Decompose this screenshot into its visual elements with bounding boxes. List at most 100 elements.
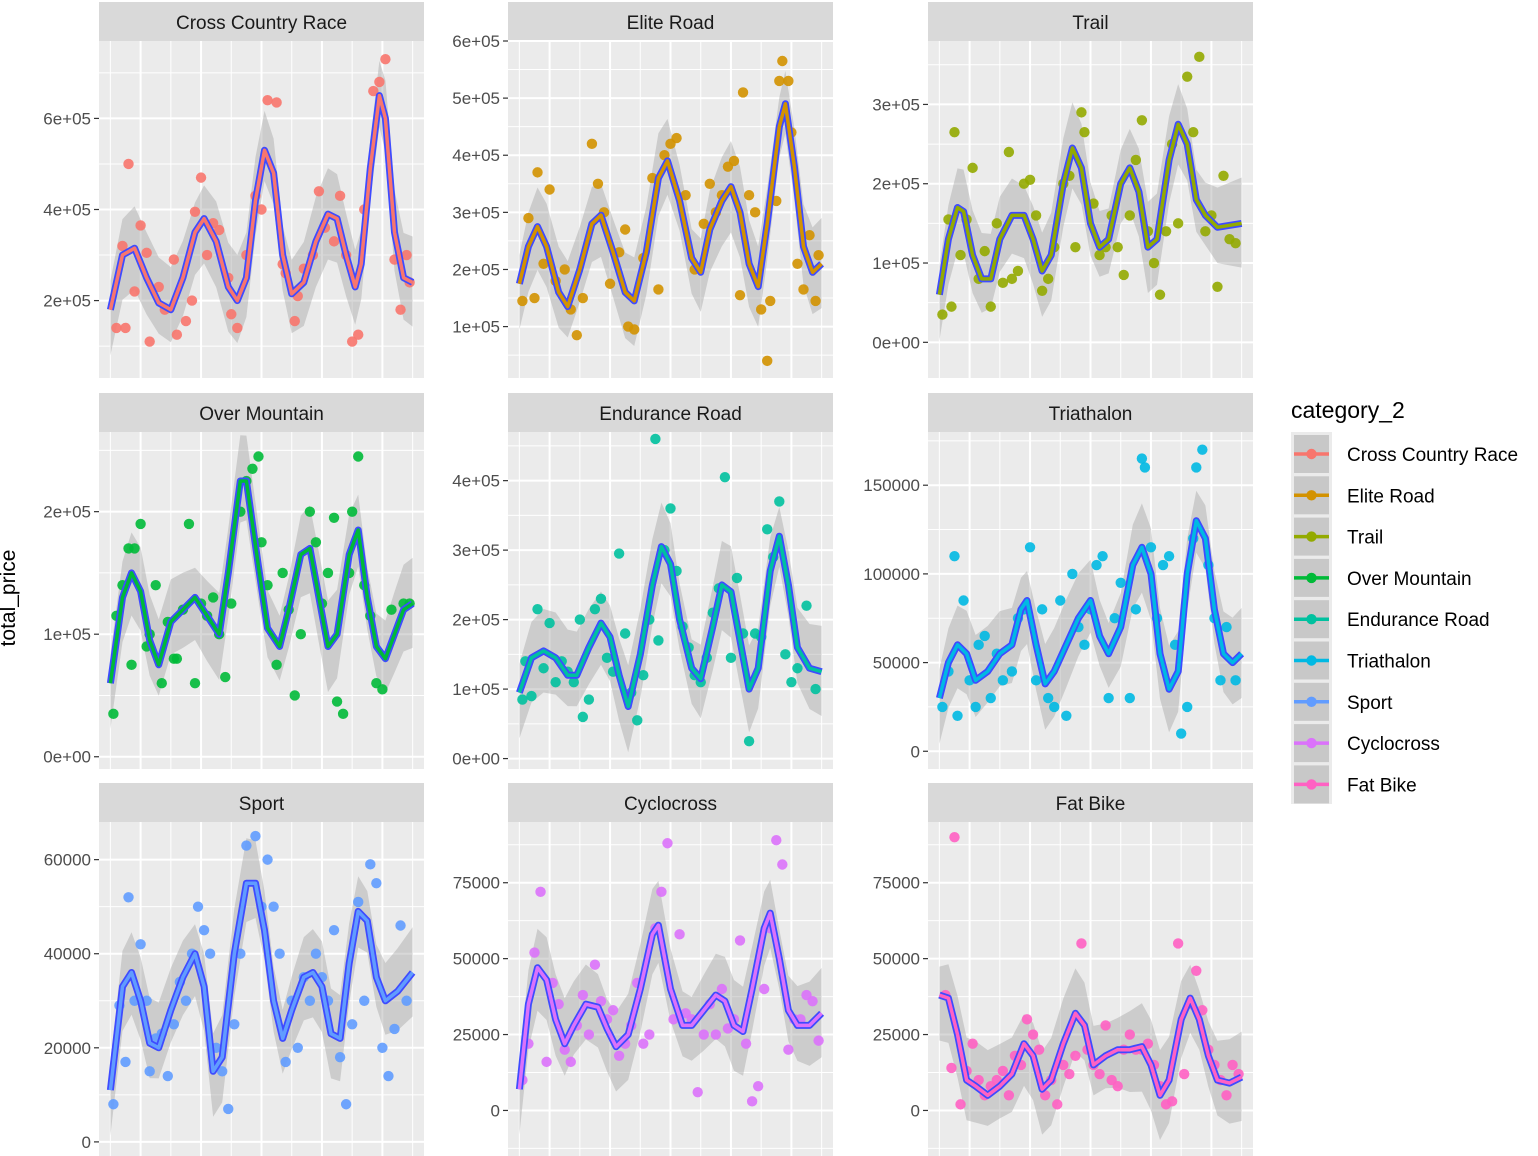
data-point bbox=[1112, 241, 1123, 253]
data-point bbox=[613, 548, 625, 559]
data-point bbox=[401, 249, 412, 261]
data-point bbox=[1145, 542, 1157, 553]
facet-cyclocross: Cyclocross 0 25000 50000 75000 bbox=[453, 783, 833, 1156]
data-point bbox=[1230, 238, 1241, 249]
data-point bbox=[577, 292, 589, 304]
data-point bbox=[777, 55, 788, 67]
facet-strip bbox=[99, 2, 424, 41]
grid-lines bbox=[928, 822, 1253, 1156]
data-point bbox=[979, 630, 990, 642]
legend-item-triathalon: Triathalon bbox=[1294, 641, 1431, 680]
data-point bbox=[1112, 1080, 1123, 1092]
data-point bbox=[1042, 692, 1054, 704]
data-point bbox=[774, 496, 785, 507]
data-point bbox=[1230, 675, 1241, 686]
facet-cross-country-race: Cross Country Race 2e+05 4e+05 6e+05 bbox=[43, 2, 424, 378]
data-point bbox=[180, 995, 192, 1006]
data-point bbox=[1172, 218, 1184, 229]
data-point bbox=[241, 840, 252, 851]
data-point bbox=[807, 995, 818, 1007]
facet-fat-bike: Fat Bike 0 25000 50000 75000 bbox=[873, 783, 1253, 1156]
data-point bbox=[762, 355, 773, 367]
data-point bbox=[1227, 1059, 1238, 1071]
data-point bbox=[383, 1070, 394, 1082]
data-point bbox=[629, 324, 640, 335]
data-point bbox=[1136, 115, 1148, 126]
facet-strip-label: Trail bbox=[1072, 13, 1108, 34]
data-point bbox=[108, 1099, 119, 1110]
data-point bbox=[949, 126, 960, 138]
data-point bbox=[765, 295, 776, 307]
data-point bbox=[1070, 1050, 1081, 1062]
data-point bbox=[638, 669, 649, 681]
legend-item-trail: Trail bbox=[1294, 517, 1383, 556]
data-point bbox=[680, 190, 691, 201]
legend-item-label: Elite Road bbox=[1347, 486, 1435, 507]
data-point bbox=[1124, 210, 1135, 221]
series-smooth-line bbox=[517, 102, 823, 309]
facet-elite-road: Elite Road 1e+05 2e+05 3e+05 4e+05 5e+05 6e+05 bbox=[452, 2, 833, 378]
data-point bbox=[247, 463, 258, 474]
data-point bbox=[804, 230, 815, 241]
legend-key-point bbox=[1306, 490, 1317, 501]
facet-strip bbox=[508, 2, 833, 41]
y-tick-label: 2e+05 bbox=[43, 503, 91, 522]
y-tick-label: 1e+05 bbox=[452, 318, 500, 337]
data-point bbox=[541, 1056, 552, 1068]
data-point bbox=[813, 249, 824, 261]
data-point bbox=[656, 886, 667, 898]
data-point bbox=[949, 550, 960, 562]
data-point bbox=[716, 983, 728, 995]
data-point bbox=[1215, 675, 1226, 686]
data-point bbox=[583, 1029, 595, 1040]
data-point bbox=[792, 663, 803, 674]
data-point bbox=[704, 178, 715, 189]
legend: category_2 Cross Country Race Elite Road T… bbox=[1291, 397, 1518, 804]
data-point bbox=[1166, 1096, 1178, 1107]
data-point bbox=[665, 503, 676, 514]
legend-item-label: Cyclocross bbox=[1347, 734, 1440, 755]
data-point bbox=[226, 309, 237, 320]
data-point bbox=[810, 683, 821, 695]
y-tick-label: 25000 bbox=[873, 1026, 920, 1045]
data-point bbox=[395, 304, 406, 315]
data-point bbox=[946, 301, 957, 312]
legend-key-point bbox=[1306, 696, 1317, 707]
data-point bbox=[698, 1029, 709, 1040]
data-point bbox=[783, 75, 794, 87]
data-point bbox=[937, 701, 948, 713]
data-point bbox=[1136, 453, 1148, 464]
data-point bbox=[607, 1005, 619, 1016]
data-point bbox=[1003, 146, 1015, 158]
data-point bbox=[777, 859, 788, 870]
legend-items: Cross Country Race Elite Road Trail Over Mo… bbox=[1294, 435, 1518, 804]
data-point bbox=[310, 948, 322, 959]
data-point bbox=[401, 995, 412, 1006]
data-point bbox=[250, 830, 261, 842]
data-point bbox=[589, 603, 601, 615]
data-point bbox=[1076, 938, 1087, 949]
data-point bbox=[353, 896, 364, 908]
data-point bbox=[638, 1038, 649, 1049]
y-tick-label: 2e+05 bbox=[872, 175, 920, 194]
legend-item-label: Sport bbox=[1347, 693, 1393, 714]
data-point bbox=[798, 284, 809, 295]
data-point bbox=[1006, 666, 1018, 677]
facet-strip bbox=[99, 393, 424, 432]
data-point bbox=[529, 947, 540, 958]
data-point bbox=[958, 595, 969, 606]
data-point bbox=[967, 1038, 978, 1049]
data-point bbox=[1115, 577, 1126, 588]
data-point bbox=[719, 471, 731, 483]
series-smooth-line bbox=[937, 122, 1242, 295]
facet-strip-label: Triathalon bbox=[1049, 404, 1133, 425]
data-point bbox=[743, 190, 755, 201]
data-point bbox=[937, 309, 948, 320]
y-tick-label: 6e+05 bbox=[43, 109, 91, 128]
data-point bbox=[1012, 265, 1024, 277]
legend-item-label: Triathalon bbox=[1347, 652, 1431, 673]
data-point bbox=[171, 329, 183, 340]
data-point bbox=[144, 336, 155, 347]
data-point bbox=[749, 207, 761, 218]
data-point bbox=[313, 186, 325, 197]
